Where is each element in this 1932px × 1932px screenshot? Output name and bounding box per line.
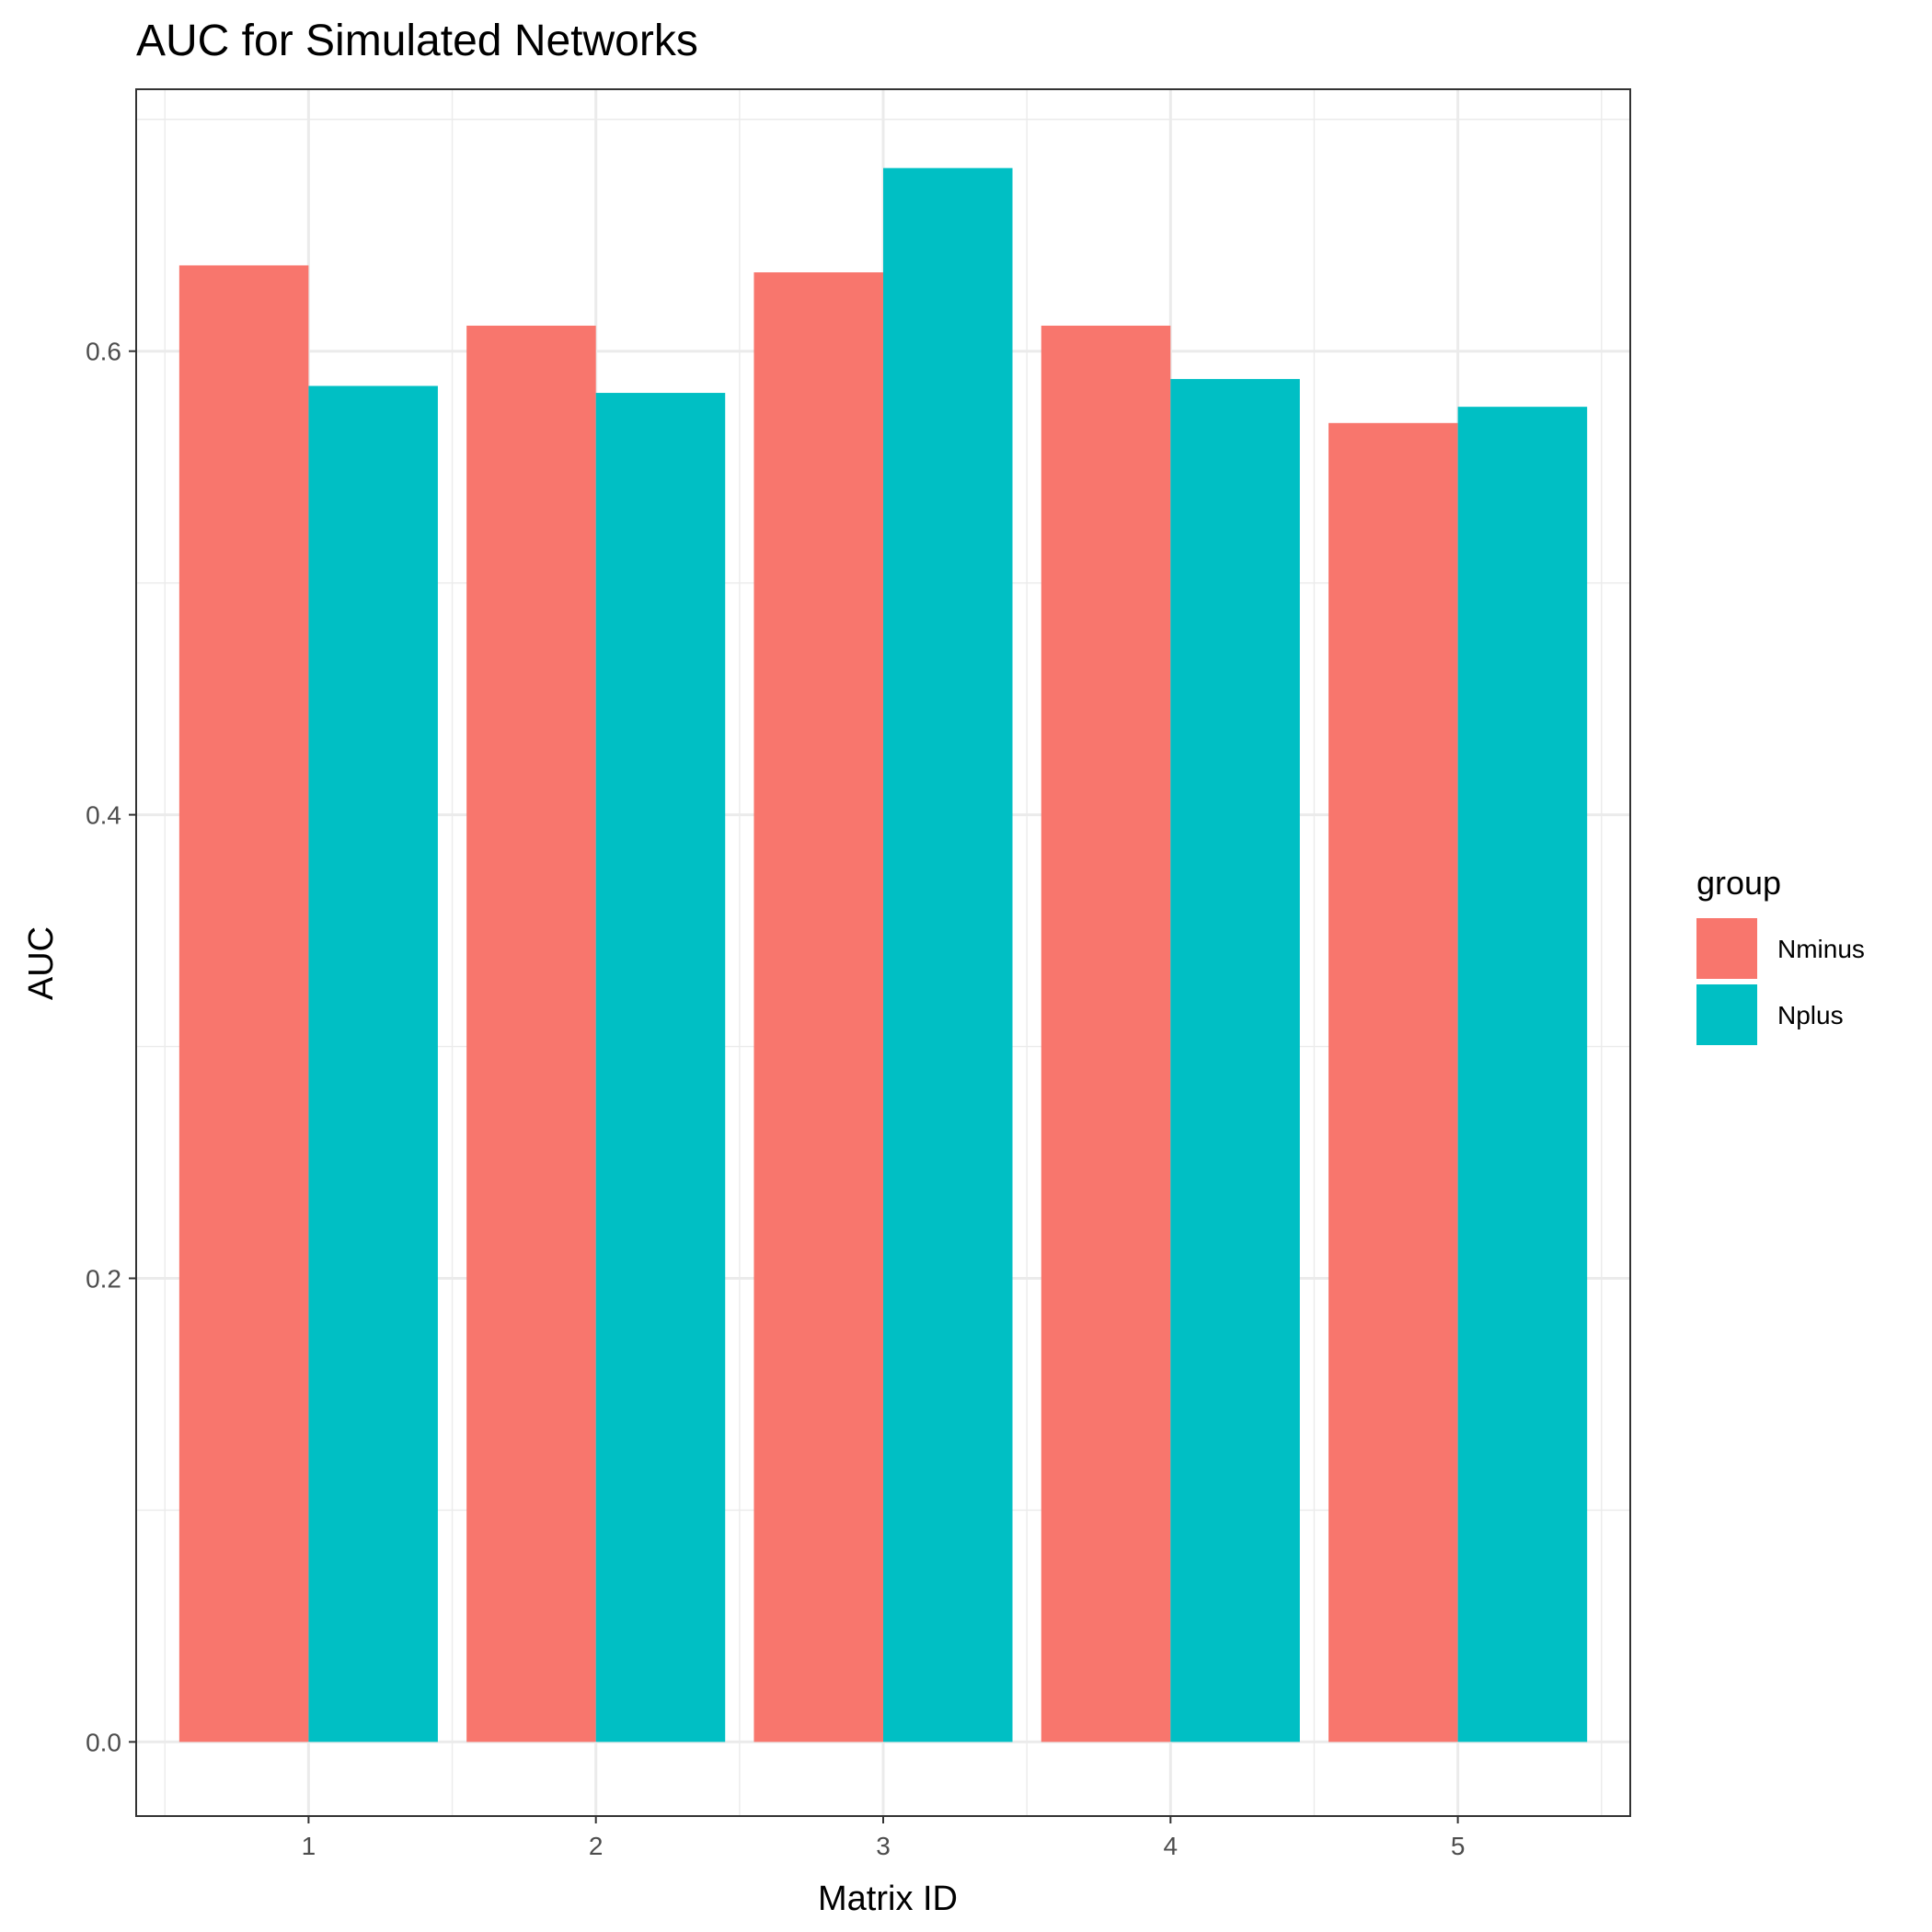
bar-nminus-2 [466, 325, 596, 1742]
legend-key-nplus [1696, 984, 1757, 1045]
y-tick-label: 0.4 [86, 801, 121, 830]
legend-label-nplus: Nplus [1777, 1001, 1844, 1029]
bar-nminus-3 [753, 272, 883, 1742]
legend-label-nminus: Nminus [1777, 935, 1865, 963]
plot-panel: 0.0 0.2 0.4 0.6 1 2 3 4 5 [86, 88, 1631, 1860]
y-axis-title: AUC [22, 926, 61, 1000]
x-tick-label: 3 [876, 1832, 891, 1860]
bar-nminus-1 [178, 265, 309, 1742]
x-tick-label: 4 [1164, 1832, 1179, 1860]
y-tick-label: 0.6 [86, 338, 121, 366]
bar-nplus-2 [595, 393, 726, 1742]
bar-nminus-5 [1328, 422, 1458, 1742]
bar-nplus-4 [1170, 378, 1300, 1742]
y-tick-label: 0.0 [86, 1728, 121, 1756]
legend-key-nminus [1696, 918, 1757, 979]
bar-nplus-3 [883, 167, 1013, 1742]
legend-title: group [1696, 864, 1781, 902]
x-tick-label: 2 [589, 1832, 604, 1860]
x-tick-label: 1 [302, 1832, 316, 1860]
x-axis-title: Matrix ID [818, 1880, 958, 1918]
bar-nplus-1 [308, 385, 438, 1742]
y-tick-label: 0.2 [86, 1264, 121, 1293]
legend: Nminus Nplus [1696, 918, 1865, 1045]
chart-title: AUC for Simulated Networks [136, 17, 698, 65]
bar-nplus-5 [1457, 407, 1588, 1742]
x-tick-label: 5 [1451, 1832, 1466, 1860]
bar-nminus-4 [1041, 325, 1171, 1742]
